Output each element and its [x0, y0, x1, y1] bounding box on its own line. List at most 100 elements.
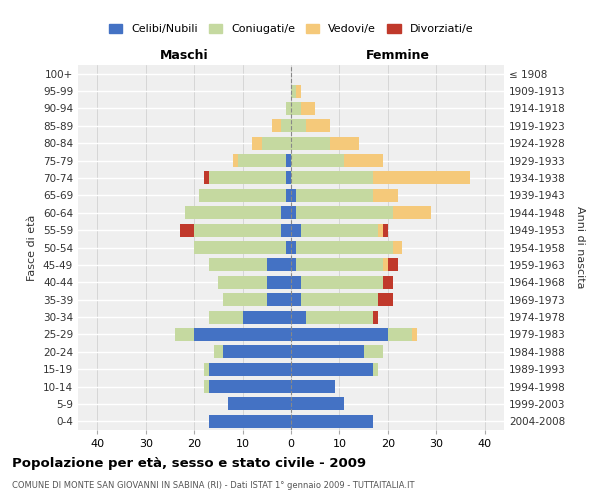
Bar	[286, 189, 291, 202]
Bar	[262, 136, 291, 149]
Bar	[204, 380, 291, 393]
Bar	[291, 84, 296, 98]
Bar	[291, 276, 301, 289]
Bar	[291, 241, 403, 254]
Bar	[228, 398, 291, 410]
Bar	[291, 136, 359, 149]
Bar	[291, 172, 470, 184]
Bar	[291, 346, 383, 358]
Bar	[291, 398, 344, 410]
Bar	[286, 241, 291, 254]
Bar	[204, 380, 291, 393]
Bar	[204, 362, 291, 376]
Bar	[209, 310, 291, 324]
Bar	[185, 206, 291, 220]
Bar	[204, 380, 291, 393]
Bar	[291, 310, 373, 324]
Bar	[228, 398, 291, 410]
Bar	[267, 258, 291, 272]
Bar	[291, 102, 301, 115]
Bar	[209, 415, 291, 428]
Bar	[267, 293, 291, 306]
Legend: Celibi/Nubili, Coniugati/e, Vedovi/e, Divorziati/e: Celibi/Nubili, Coniugati/e, Vedovi/e, Di…	[104, 20, 478, 39]
Text: COMUNE DI MONTE SAN GIOVANNI IN SABINA (RI) - Dati ISTAT 1° gennaio 2009 - TUTTA: COMUNE DI MONTE SAN GIOVANNI IN SABINA (…	[12, 481, 415, 490]
Bar	[291, 415, 373, 428]
Bar	[291, 224, 378, 236]
Bar	[291, 206, 431, 220]
Bar	[209, 310, 291, 324]
Bar	[223, 293, 291, 306]
Text: Femmine: Femmine	[365, 48, 430, 62]
Bar	[286, 102, 291, 115]
Bar	[286, 102, 291, 115]
Bar	[291, 328, 388, 341]
Bar	[291, 120, 305, 132]
Bar	[291, 206, 431, 220]
Bar	[291, 224, 383, 236]
Bar	[233, 154, 291, 167]
Bar	[291, 380, 335, 393]
Bar	[272, 120, 291, 132]
Bar	[291, 346, 383, 358]
Bar	[291, 328, 417, 341]
Bar	[291, 84, 301, 98]
Bar	[291, 84, 301, 98]
Bar	[194, 241, 291, 254]
Bar	[228, 398, 291, 410]
Bar	[291, 189, 398, 202]
Bar	[291, 102, 315, 115]
Bar	[286, 154, 291, 167]
Bar	[291, 136, 359, 149]
Bar	[218, 276, 291, 289]
Bar	[223, 293, 291, 306]
Bar	[223, 346, 291, 358]
Bar	[223, 293, 291, 306]
Bar	[291, 398, 344, 410]
Bar	[291, 310, 305, 324]
Bar	[272, 120, 291, 132]
Bar	[291, 362, 378, 376]
Bar	[218, 276, 291, 289]
Bar	[291, 310, 378, 324]
Bar	[291, 189, 373, 202]
Bar	[291, 328, 417, 341]
Bar	[209, 258, 291, 272]
Bar	[291, 276, 383, 289]
Bar	[291, 258, 388, 272]
Bar	[281, 120, 291, 132]
Bar	[291, 362, 378, 376]
Bar	[291, 241, 392, 254]
Bar	[291, 120, 330, 132]
Bar	[291, 136, 330, 149]
Bar	[194, 328, 291, 341]
Text: Popolazione per età, sesso e stato civile - 2009: Popolazione per età, sesso e stato civil…	[12, 458, 366, 470]
Bar	[209, 362, 291, 376]
Bar	[291, 293, 392, 306]
Bar	[291, 224, 388, 236]
Bar	[291, 380, 335, 393]
Bar	[199, 189, 291, 202]
Bar	[291, 293, 301, 306]
Bar	[291, 380, 335, 393]
Bar	[233, 154, 291, 167]
Bar	[291, 241, 296, 254]
Bar	[175, 328, 291, 341]
Bar	[291, 293, 378, 306]
Bar	[291, 206, 392, 220]
Bar	[209, 380, 291, 393]
Bar	[291, 328, 412, 341]
Bar	[281, 206, 291, 220]
Bar	[281, 224, 291, 236]
Bar	[291, 206, 296, 220]
Bar	[286, 172, 291, 184]
Bar	[179, 224, 291, 236]
Bar	[291, 154, 344, 167]
Bar	[291, 415, 373, 428]
Bar	[209, 258, 291, 272]
Bar	[204, 362, 291, 376]
Bar	[291, 258, 296, 272]
Bar	[175, 328, 291, 341]
Bar	[291, 224, 301, 236]
Text: Maschi: Maschi	[160, 48, 209, 62]
Bar	[214, 346, 291, 358]
